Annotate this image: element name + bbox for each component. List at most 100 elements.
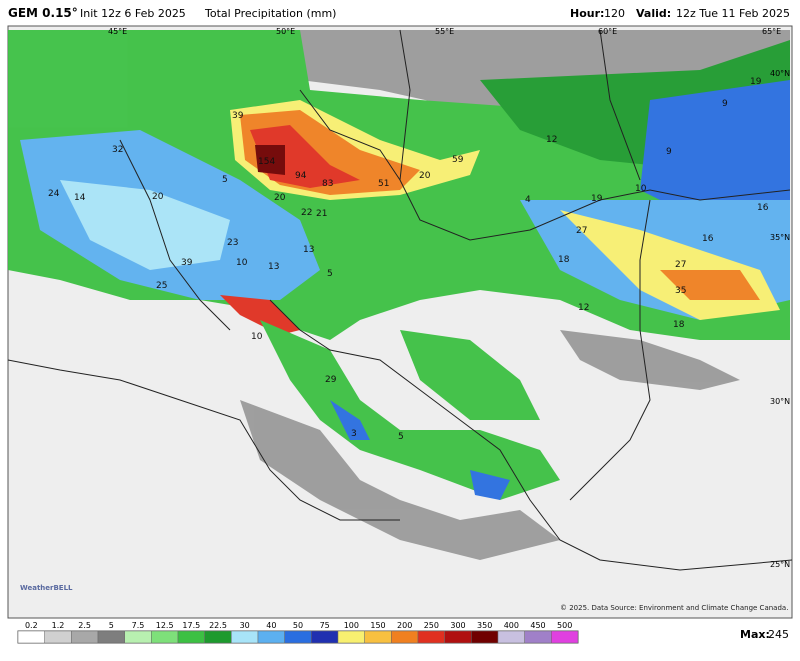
- point-value: 32: [112, 145, 123, 155]
- point-value: 9: [666, 147, 672, 157]
- point-value: 10: [635, 184, 647, 194]
- point-value: 154: [258, 157, 275, 167]
- hour: 120: [604, 7, 625, 20]
- colorbar-label: 2.5: [78, 621, 91, 630]
- colorbar-swatch: [524, 630, 552, 644]
- latitude-label: 30°N: [770, 397, 790, 406]
- colorbar-label: 450: [530, 621, 545, 630]
- colorbar-label: 0.2: [25, 621, 38, 630]
- longitude-label: 55°E: [435, 27, 454, 36]
- point-value: 22: [301, 208, 312, 218]
- colorbar-label: 200: [397, 621, 412, 630]
- colorbar-label: 1.2: [52, 621, 65, 630]
- colorbar-swatch: [551, 630, 579, 644]
- valid-label: Valid:: [636, 7, 671, 20]
- point-value: 21: [316, 209, 327, 219]
- point-value: 51: [378, 179, 389, 189]
- max-value: 245: [768, 628, 789, 641]
- colorbar-label: 30: [240, 621, 250, 630]
- colorbar-swatch: [444, 630, 472, 644]
- colorbar-label: 5: [109, 621, 114, 630]
- point-value: 18: [558, 255, 570, 265]
- colorbar-swatch: [311, 630, 339, 644]
- colorbar-label: 300: [450, 621, 465, 630]
- colorbar-swatch: [364, 630, 392, 644]
- colorbar-swatch: [71, 630, 99, 644]
- point-value: 10: [251, 332, 263, 342]
- colorbar-swatch: [284, 630, 312, 644]
- colorbar-label: 250: [424, 621, 439, 630]
- latitude-label: 25°N: [770, 560, 790, 569]
- longitude-label: 50°E: [276, 27, 295, 36]
- point-value: 18: [673, 320, 685, 330]
- precip-field: [8, 30, 790, 560]
- colorbar-label: 150: [370, 621, 385, 630]
- point-value: 10: [236, 258, 248, 268]
- point-value: 27: [675, 260, 686, 270]
- colorbar-swatch: [471, 630, 499, 644]
- max-label: Max:: [740, 628, 770, 641]
- colorbar-swatch: [124, 630, 152, 644]
- longitude-label: 60°E: [598, 27, 617, 36]
- colorbar-label: 40: [266, 621, 276, 630]
- point-value: 5: [327, 269, 333, 279]
- colorbar-label: 22.5: [209, 621, 227, 630]
- colorbar-swatch: [337, 630, 365, 644]
- colorbar-swatch: [391, 630, 419, 644]
- colorbar-label: 75: [320, 621, 330, 630]
- latitude-label: 35°N: [770, 233, 790, 242]
- point-value: 20: [419, 171, 431, 181]
- colorbar-swatch: [44, 630, 72, 644]
- point-value: 59: [452, 155, 464, 165]
- colorbar-label: 12.5: [156, 621, 174, 630]
- init: Init 12z 6 Feb 2025: [80, 7, 186, 20]
- point-value: 16: [757, 203, 769, 213]
- colorbar-label: 7.5: [132, 621, 145, 630]
- colorbar-label: 350: [477, 621, 492, 630]
- point-value: 25: [156, 281, 167, 291]
- logo: WeatherBELL: [20, 584, 73, 592]
- point-value: 29: [325, 375, 337, 385]
- point-value: 12: [578, 303, 589, 313]
- colorbar-swatch: [417, 630, 445, 644]
- colorbar-swatch: [17, 630, 45, 644]
- point-value: 3: [351, 429, 357, 439]
- point-value: 14: [74, 193, 86, 203]
- colorbar-swatch: [204, 630, 232, 644]
- point-value: 20: [152, 192, 164, 202]
- longitude-label: 65°E: [762, 27, 781, 36]
- longitude-label: 45°E: [108, 27, 127, 36]
- colorbar-label: 500: [557, 621, 572, 630]
- point-value: 19: [750, 77, 762, 87]
- model: GEM 0.15°: [8, 6, 78, 20]
- point-value: 4: [525, 195, 531, 205]
- borders: [7, 29, 793, 571]
- colorbar-swatch: [97, 630, 125, 644]
- point-value: 27: [576, 226, 587, 236]
- point-value: 35: [675, 286, 686, 296]
- point-value: 9: [722, 99, 728, 109]
- colorbar-swatch: [151, 630, 179, 644]
- point-value: 24: [48, 189, 60, 199]
- point-value: 23: [227, 238, 238, 248]
- latitude-label: 40°N: [770, 69, 790, 78]
- point-value: 5: [222, 175, 228, 185]
- point-value: 16: [702, 234, 714, 244]
- colorbar-swatch: [257, 630, 285, 644]
- colorbar-label: 100: [344, 621, 359, 630]
- colorbar-swatch: [177, 630, 205, 644]
- valid: 12z Tue 11 Feb 2025: [676, 7, 790, 20]
- field: Total Precipitation (mm): [204, 7, 336, 20]
- point-value: 13: [303, 245, 314, 255]
- map: [7, 25, 793, 619]
- point-value: 39: [181, 258, 193, 268]
- point-value: 83: [322, 179, 333, 189]
- point-value: 94: [295, 171, 307, 181]
- point-value: 39: [232, 111, 244, 121]
- point-value: 19: [591, 194, 603, 204]
- colorbar-label: 50: [293, 621, 303, 630]
- copyright: © 2025. Data Source: Environment and Cli…: [560, 604, 788, 612]
- colorbar-label: 400: [504, 621, 519, 630]
- colorbar-swatch: [497, 630, 525, 644]
